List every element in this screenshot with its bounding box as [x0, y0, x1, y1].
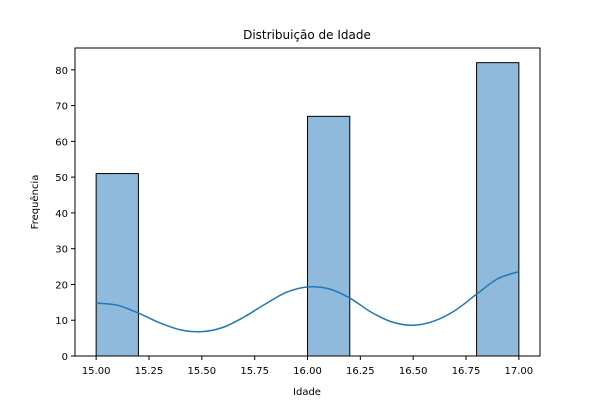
x-axis-label: Idade: [293, 387, 321, 398]
x-tick-label: 16.25: [346, 366, 375, 377]
chart-title: Distribuição de Idade: [243, 28, 371, 42]
y-tick-label: 0: [62, 352, 68, 363]
kde-line: [96, 270, 520, 333]
y-tick-label: 30: [55, 245, 68, 256]
y-tick-label: 60: [55, 137, 68, 148]
x-tick-label: 15.00: [82, 366, 111, 377]
y-tick-label: 10: [55, 316, 68, 327]
x-tick-label: 15.75: [240, 366, 269, 377]
x-tick-label: 15.50: [187, 366, 216, 377]
x-tick-label: 17.00: [505, 366, 534, 377]
x-tick-label: 16.00: [293, 366, 322, 377]
axes-layer: 15.00 15.25 15.50 15.75 16.00 16.25 16.50 16.75…: [55, 47, 541, 377]
y-tick-label: 40: [55, 209, 68, 220]
y-tick-label: 80: [55, 66, 68, 77]
x-tick-label: 15.25: [135, 366, 164, 377]
bars-layer: [95, 62, 520, 357]
x-tick-label: 16.75: [452, 366, 481, 377]
histogram-bar: [307, 115, 351, 357]
histogram-bar: [95, 173, 139, 357]
y-tick-label: 50: [55, 173, 68, 184]
kde-layer: [96, 270, 520, 333]
y-tick-label: 70: [55, 102, 68, 113]
histogram-bar: [476, 62, 520, 357]
y-tick-label: 20: [55, 280, 68, 291]
y-axis-label: Frequência: [29, 175, 41, 230]
x-tick-label: 16.50: [399, 366, 428, 377]
